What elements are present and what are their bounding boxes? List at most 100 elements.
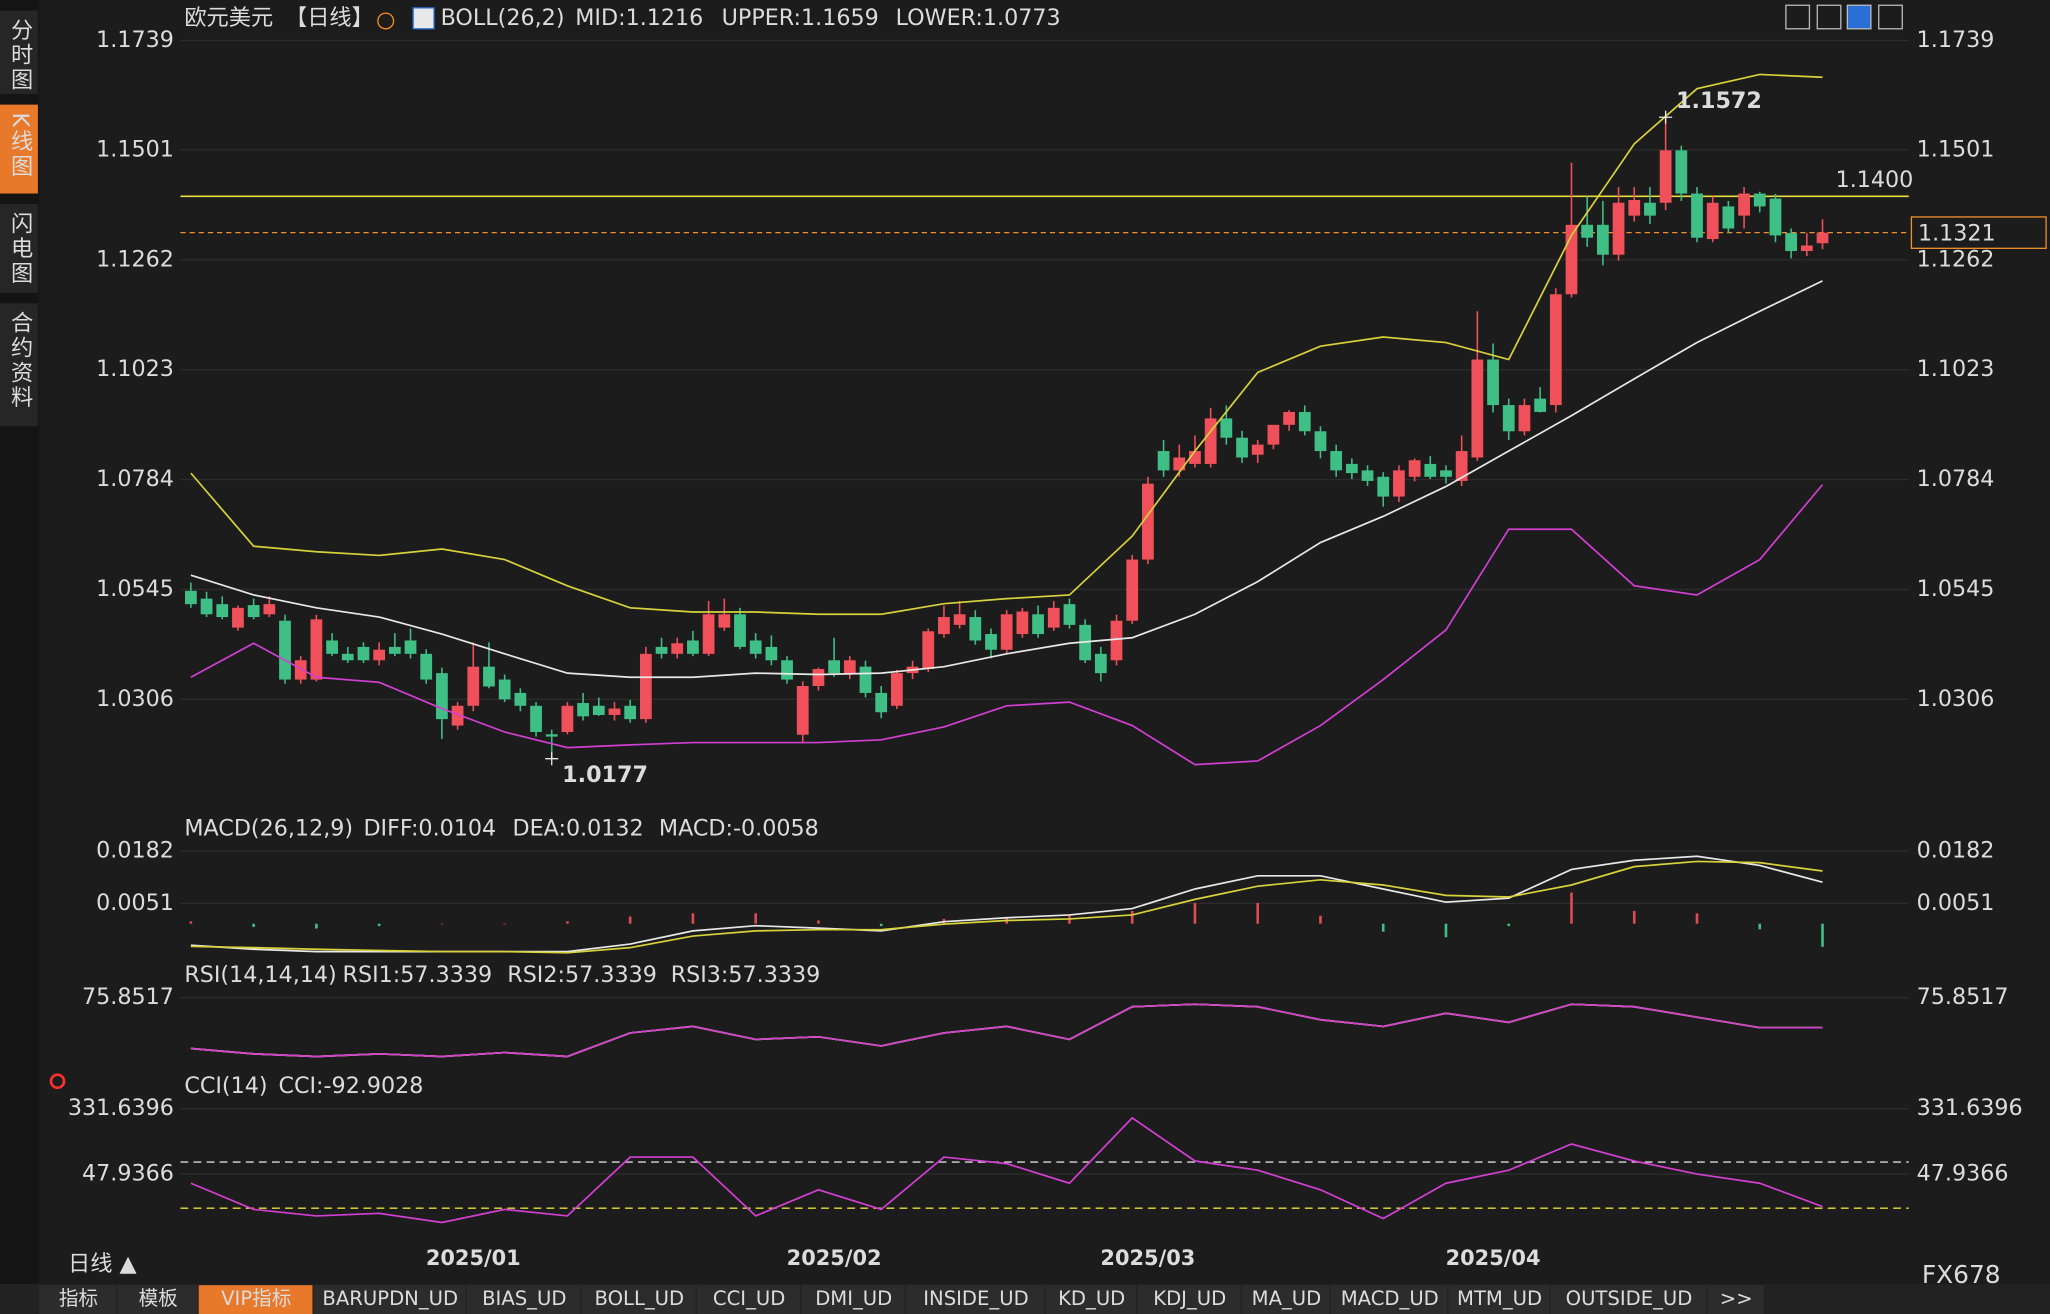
bottom-tab-label[interactable]: BIAS_UD [482,1287,566,1310]
bottom-tab[interactable] [1137,1285,1241,1314]
side-tab[interactable] [0,203,38,293]
bottom-tab-label[interactable]: KD_UD [1058,1287,1125,1310]
extreme-label: 1.1572 [1676,88,1762,114]
tool-icon[interactable] [1846,4,1872,30]
candle-body [545,734,558,737]
side-tab[interactable] [0,303,38,427]
bottom-tab-label[interactable]: MA_UD [1252,1287,1322,1310]
bottom-tab[interactable] [696,1285,801,1314]
macd-bar [503,923,506,925]
x-tick-label: 2025/03 [1100,1246,1195,1270]
bottom-tab-label[interactable]: 模板 [139,1287,178,1310]
indicator-line [190,860,1823,954]
bottom-tab[interactable] [1550,1285,1707,1314]
candle-body [1393,470,1405,497]
bottom-tab-label[interactable]: INSIDE_UD [923,1287,1028,1310]
macd-bar [691,913,695,924]
macd-bar [628,916,632,924]
y-tick-label: 331.6396 [1917,1095,2023,1121]
bottom-tab[interactable] [313,1285,466,1314]
legend-entry: CCI:-92.9028 [278,1073,423,1099]
bottom-tab-label[interactable]: VIP指标 [221,1287,291,1310]
side-tab[interactable] [0,104,38,194]
chart-header: CCI(14) [184,1073,267,1099]
candle-body [232,607,244,628]
macd-bar [1193,902,1197,924]
bottom-tab-label[interactable]: MTM_UD [1457,1287,1542,1310]
candle-body [969,617,982,641]
side-tab[interactable] [0,10,38,95]
bottom-tab[interactable] [1448,1285,1550,1314]
indicator-icon [412,7,435,30]
y-tick-label: 331.6396 [68,1095,174,1121]
bottom-tab[interactable] [906,1285,1045,1314]
candle-body [1659,150,1672,203]
candle-body [184,590,197,605]
candle-body [890,673,903,706]
macd-bar [1256,902,1260,924]
tool-icon[interactable] [1878,4,1903,30]
add-icon[interactable] [377,12,395,30]
candle-body [1063,604,1076,625]
bottom-tab-label[interactable]: KDJ_UD [1153,1287,1226,1310]
bottom-tab[interactable] [1330,1285,1448,1314]
y-tick-label: 1.1501 [1917,136,1995,162]
side-tab-label[interactable]: K线图 [7,112,33,179]
candle-body [875,692,888,713]
macd-bar [566,921,569,924]
bottom-tab[interactable] [39,1285,117,1314]
candle-body [592,705,605,715]
bottom-tab-label[interactable]: MACD_UD [1341,1287,1439,1310]
bottom-tab-label[interactable]: BARUPDN_UD [322,1287,458,1310]
bottom-tab[interactable] [198,1285,313,1314]
bottom-tab[interactable] [1045,1285,1137,1314]
candle-body [451,705,464,726]
indicator-line [190,280,1823,679]
legend-entry: RSI2:57.3339 [507,962,657,988]
y-tick-label: 1.1262 [96,246,174,272]
y-tick-label: 0.0182 [96,838,174,864]
side-tab-label[interactable]: 合约资料 [7,311,33,411]
macd-bar [754,913,757,924]
candle-body [357,646,370,661]
candle-body [1565,224,1578,295]
candle-body [1189,451,1201,464]
bottom-tab[interactable] [117,1285,198,1314]
macd-bar [879,923,883,927]
y-tick-label: 47.9366 [82,1161,174,1187]
bottom-tab[interactable] [1707,1285,1764,1314]
candle-body [608,708,621,715]
bottom-tab[interactable] [581,1285,696,1314]
candle-body [1785,233,1798,252]
bottom-tab-label[interactable]: 指标 [59,1287,98,1310]
settings-icon[interactable] [49,1073,66,1090]
tool-icon[interactable] [1816,4,1842,30]
candle-body [1455,451,1468,481]
candle-body [1330,451,1343,471]
bottom-tab-label[interactable]: OUTSIDE_UD [1566,1287,1693,1310]
bottom-tab-label[interactable]: CCI_UD [713,1287,785,1310]
candle-body [687,640,699,654]
bottom-tab[interactable] [1242,1285,1330,1314]
indicator-line [190,73,1823,616]
side-tab-label[interactable]: 分时图 [7,18,33,93]
candle-body [310,619,323,680]
macd-bar [440,923,444,925]
bottom-tab-label[interactable]: BOLL_UD [594,1287,684,1310]
period-switch[interactable]: 日线 ▲ [68,1251,138,1277]
tool-icon[interactable] [1785,4,1811,30]
bottom-tab-label[interactable]: DMI_UD [815,1287,892,1310]
candle-body [922,631,935,669]
bottom-tab-label[interactable]: >> [1720,1287,1753,1310]
y-tick-label: 1.1501 [96,136,174,162]
bottom-tab[interactable] [801,1285,905,1314]
macd-bar [189,921,193,924]
bottom-tab[interactable] [466,1285,581,1314]
side-tab-label[interactable]: 闪电图 [7,211,33,286]
indicator-line [190,1003,1823,1058]
candle-body [1816,232,1829,244]
candle-body [938,617,950,635]
macd-bar [817,920,820,924]
macd-bar [1695,913,1699,924]
candle-body [671,643,684,654]
